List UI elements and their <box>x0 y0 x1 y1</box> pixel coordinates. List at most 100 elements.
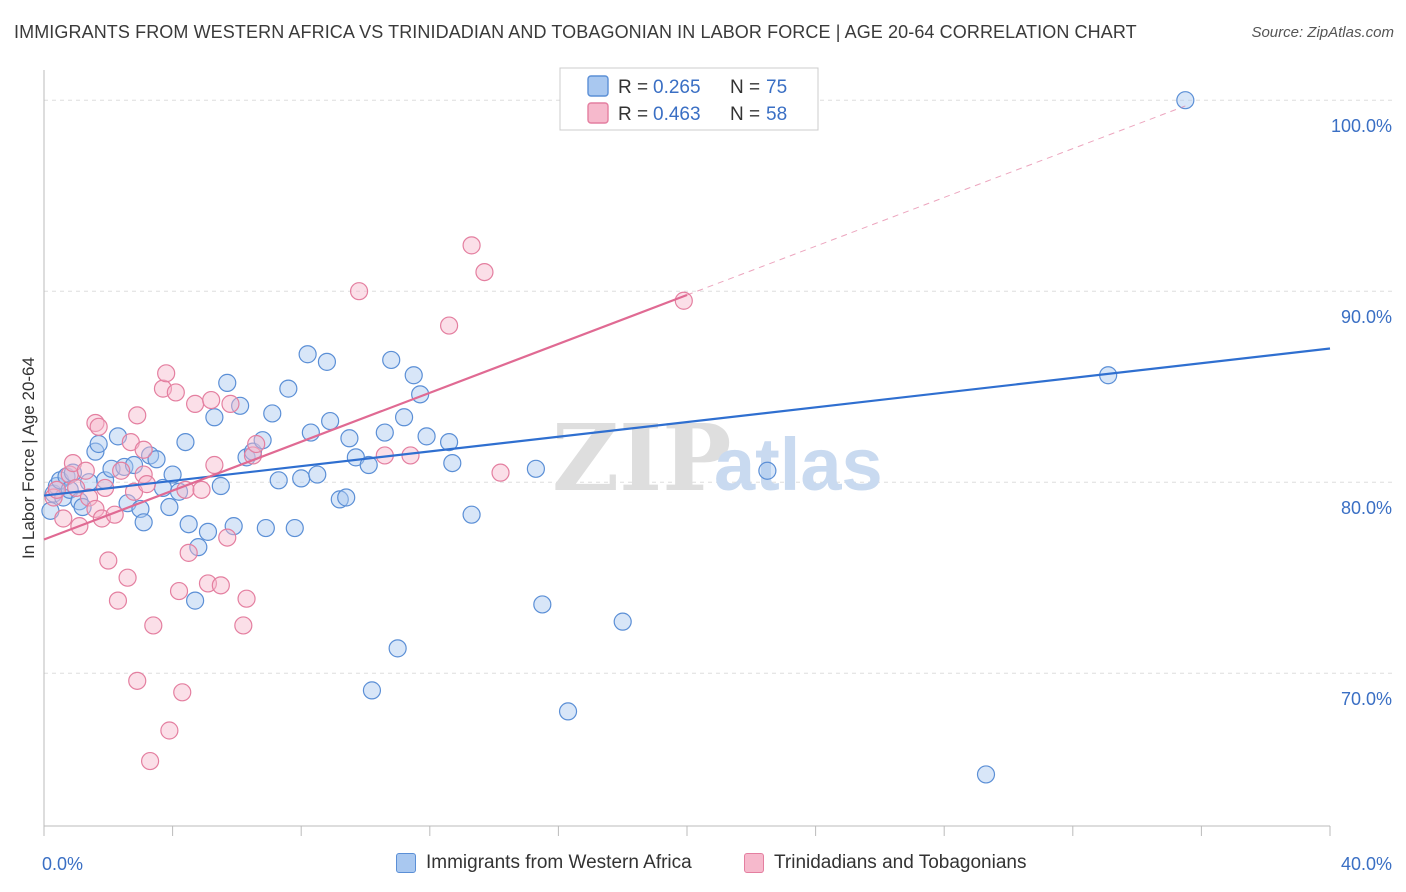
point-western-africa <box>256 518 275 538</box>
point-western-africa <box>292 469 311 488</box>
point-western-africa <box>976 765 996 784</box>
point-western-africa <box>758 461 777 480</box>
point-trinidadian <box>247 434 266 454</box>
stats-n-value: 58 <box>766 104 787 125</box>
point-western-africa <box>285 518 304 538</box>
point-western-africa <box>134 513 153 532</box>
point-western-africa <box>186 591 205 610</box>
series-legend: Immigrants from Western Africa Trinidadi… <box>0 852 1406 876</box>
point-western-africa <box>443 454 462 473</box>
x-tick-label: 40.0% <box>1341 854 1392 874</box>
point-trinidadian <box>205 455 224 475</box>
point-western-africa <box>176 432 195 452</box>
point-western-africa <box>189 538 208 557</box>
stats-n-label: N = <box>730 104 760 125</box>
point-western-africa <box>317 352 337 371</box>
point-western-africa <box>205 408 224 427</box>
point-western-africa <box>382 350 401 370</box>
point-trinidadian <box>79 488 99 507</box>
point-trinidadian <box>439 316 459 335</box>
stats-swatch-pink <box>587 102 609 124</box>
point-western-africa <box>179 515 198 534</box>
point-western-africa <box>330 490 349 509</box>
point-western-africa <box>263 404 282 423</box>
y-axis-label: In Labor Force | Age 20-64 <box>19 357 38 559</box>
point-trinidadian <box>234 616 253 635</box>
point-trinidadian <box>401 446 420 465</box>
legend-label-western-africa: Immigrants from Western Africa <box>426 852 692 873</box>
point-western-africa <box>224 517 243 536</box>
legend-label-trinidadian: Trinidadians and Tobagonians <box>774 852 1027 873</box>
stats-n-label: N = <box>730 77 760 98</box>
point-trinidadian <box>186 394 205 413</box>
point-western-africa <box>198 522 218 541</box>
point-trinidadian <box>192 480 211 499</box>
point-trinidadian <box>99 551 118 570</box>
point-western-africa <box>375 423 394 442</box>
stats-swatch-blue <box>587 75 609 97</box>
point-western-africa <box>404 366 423 385</box>
chart-title: IMMIGRANTS FROM WESTERN AFRICA VS TRINID… <box>14 22 1137 42</box>
point-western-africa <box>558 702 578 721</box>
point-western-africa <box>394 408 414 427</box>
point-trinidadian <box>491 463 510 482</box>
point-trinidadian <box>169 581 189 601</box>
point-western-africa <box>417 427 436 446</box>
stats-r-value: 0.265 <box>653 77 701 98</box>
point-western-africa <box>462 505 481 524</box>
point-western-africa <box>211 476 230 496</box>
axes <box>43 70 1331 836</box>
y-tick-label: 70.0% <box>1341 689 1392 709</box>
point-trinidadian <box>54 509 73 528</box>
watermark-atlas: atlas <box>714 423 883 506</box>
point-trinidadian <box>237 589 256 608</box>
point-western-africa <box>533 595 552 614</box>
point-western-africa <box>308 465 327 484</box>
point-trinidadian <box>202 390 221 410</box>
legend-swatch-blue <box>396 853 416 873</box>
point-trinidadian <box>179 543 198 562</box>
point-western-africa <box>526 459 545 478</box>
series-trinidadian-points <box>44 236 693 771</box>
point-western-africa <box>147 450 166 469</box>
legend-item-trinidadian[interactable]: Trinidadians and Tobagonians <box>744 852 1026 874</box>
stats-r-label: R = <box>618 104 648 125</box>
point-western-africa <box>362 681 382 700</box>
point-trinidadian <box>674 291 693 310</box>
legend-item-western-africa[interactable]: Immigrants from Western Africa <box>396 852 692 874</box>
y-tick-label: 100.0% <box>1331 116 1392 136</box>
point-trinidadian <box>349 282 369 301</box>
chart-source: Source: ZipAtlas.com <box>1251 24 1394 41</box>
point-trinidadian <box>475 263 494 282</box>
point-trinidadian <box>89 417 108 436</box>
point-trinidadian <box>243 446 263 465</box>
point-western-africa <box>298 345 317 364</box>
point-western-africa <box>439 432 459 452</box>
point-western-africa <box>160 497 179 517</box>
point-trinidadian <box>134 440 153 459</box>
point-trinidadian <box>134 465 153 484</box>
point-trinidadian <box>157 364 176 383</box>
point-trinidadian <box>108 591 128 610</box>
legend-swatch-pink <box>744 853 764 873</box>
trend-line-trinidadian-extension <box>686 105 1186 296</box>
point-trinidadian <box>144 616 163 635</box>
x-tick-label: 0.0% <box>42 854 83 874</box>
point-western-africa <box>1176 91 1195 110</box>
point-trinidadian <box>160 721 179 740</box>
watermark-zip: ZIP <box>552 404 731 512</box>
stats-r-label: R = <box>618 77 648 98</box>
point-trinidadian <box>118 568 137 587</box>
trend-line-trinidadian <box>43 293 688 541</box>
point-trinidadian <box>218 528 237 547</box>
y-tick-label: 90.0% <box>1341 307 1392 327</box>
tick-labels: 70.0% 80.0% 90.0% 100.0% 0.0% 40.0% In Labor F… <box>19 116 1392 874</box>
point-trinidadian <box>462 236 481 255</box>
point-western-africa <box>613 612 632 631</box>
point-trinidadian <box>173 683 192 702</box>
point-trinidadian <box>76 461 95 480</box>
point-western-africa <box>218 373 237 392</box>
point-trinidadian <box>86 499 105 519</box>
